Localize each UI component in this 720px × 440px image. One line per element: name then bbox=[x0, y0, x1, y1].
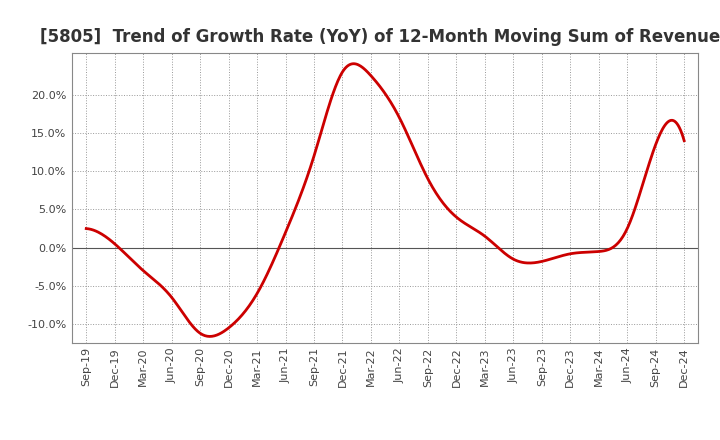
Title: [5805]  Trend of Growth Rate (YoY) of 12-Month Moving Sum of Revenues: [5805] Trend of Growth Rate (YoY) of 12-… bbox=[40, 28, 720, 46]
